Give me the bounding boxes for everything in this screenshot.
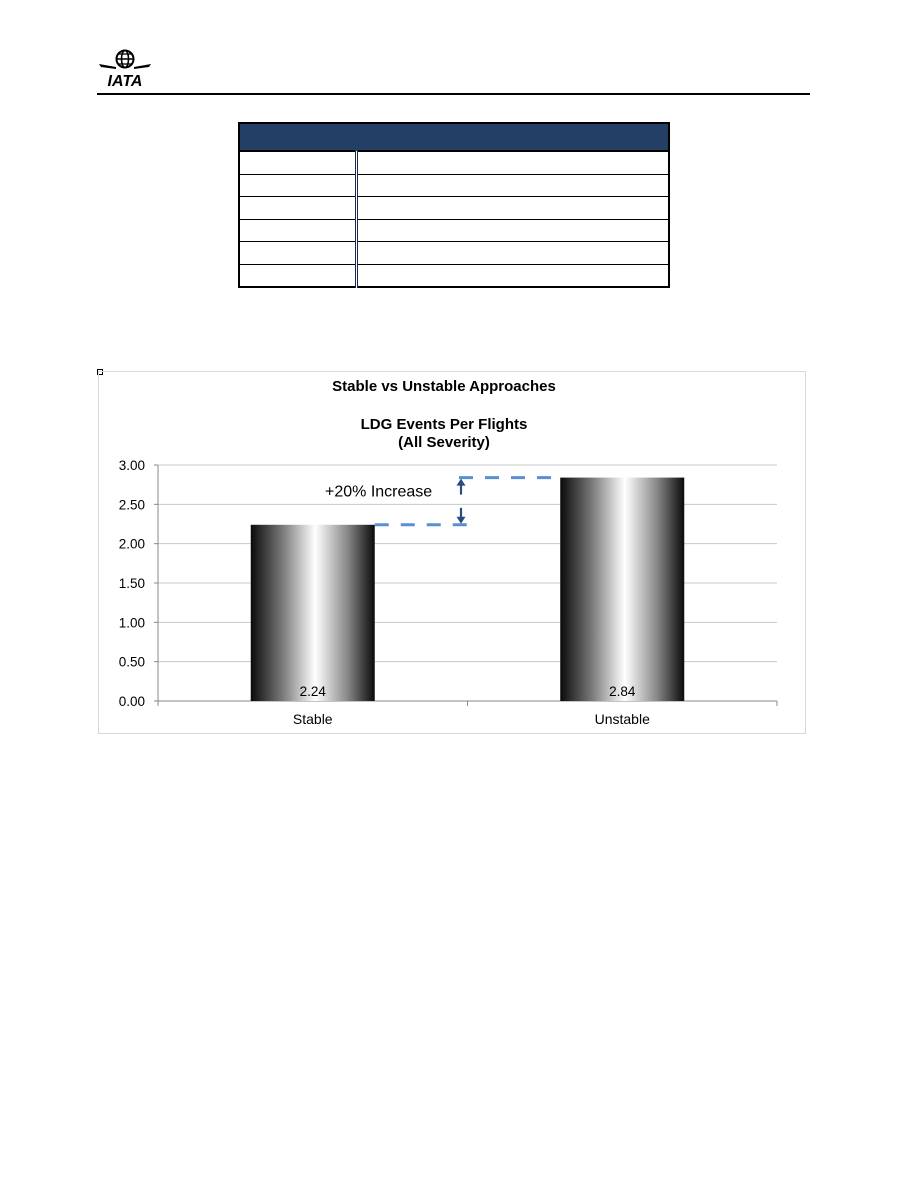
arrow-up-icon xyxy=(456,478,466,486)
table-cell xyxy=(239,219,358,242)
annotation-label: +20% Increase xyxy=(325,484,432,501)
x-tick-label: Unstable xyxy=(595,711,650,727)
table-cell xyxy=(356,174,669,197)
logo-text: IATA xyxy=(108,73,143,90)
table-cell xyxy=(239,196,358,220)
table-header-row xyxy=(239,123,669,152)
table-cell xyxy=(356,151,669,175)
chart-frame: Stable vs Unstable Approaches LDG Events… xyxy=(98,371,806,734)
bar-unstable xyxy=(560,477,685,701)
bar-chart: Stable vs Unstable Approaches LDG Events… xyxy=(119,378,778,727)
table-cell xyxy=(239,264,358,287)
table-header-cell xyxy=(239,123,669,152)
table-row xyxy=(239,151,669,175)
globe-icon xyxy=(115,49,135,69)
x-tick-label: Stable xyxy=(293,711,333,727)
data-label: 2.24 xyxy=(300,684,327,699)
y-tick-label: 1.50 xyxy=(119,576,145,591)
y-tick-label: 2.00 xyxy=(119,537,145,552)
table-row xyxy=(239,196,669,220)
chart-subtitle-line2: (All Severity) xyxy=(398,434,490,451)
data-table xyxy=(238,122,670,288)
arrow-down-icon xyxy=(456,516,466,524)
wing-icon xyxy=(99,64,151,69)
table-row xyxy=(239,241,669,265)
table-cell xyxy=(239,174,358,197)
table-cell xyxy=(356,196,669,220)
data-label: 2.84 xyxy=(609,684,636,699)
table-row xyxy=(239,264,669,287)
y-tick-label: 2.50 xyxy=(119,497,145,512)
bar-stable xyxy=(250,524,375,701)
y-tick-label: 0.50 xyxy=(119,655,145,670)
table-cell xyxy=(356,219,669,242)
chart-selection-handle[interactable] xyxy=(97,369,103,375)
chart-subtitle-line1: LDG Events Per Flights xyxy=(361,416,528,433)
iata-logo: IATA xyxy=(99,49,151,90)
table-cell xyxy=(356,241,669,265)
table-row xyxy=(239,174,669,197)
y-tick-label: 3.00 xyxy=(119,458,145,473)
table-cell xyxy=(357,264,670,287)
table-cell xyxy=(239,151,358,175)
table-cell xyxy=(239,241,358,265)
y-tick-label: 1.00 xyxy=(119,615,145,630)
y-tick-label: 0.00 xyxy=(119,694,145,709)
chart-title: Stable vs Unstable Approaches xyxy=(332,378,556,395)
table-row xyxy=(239,219,669,242)
header-rule xyxy=(97,93,810,95)
